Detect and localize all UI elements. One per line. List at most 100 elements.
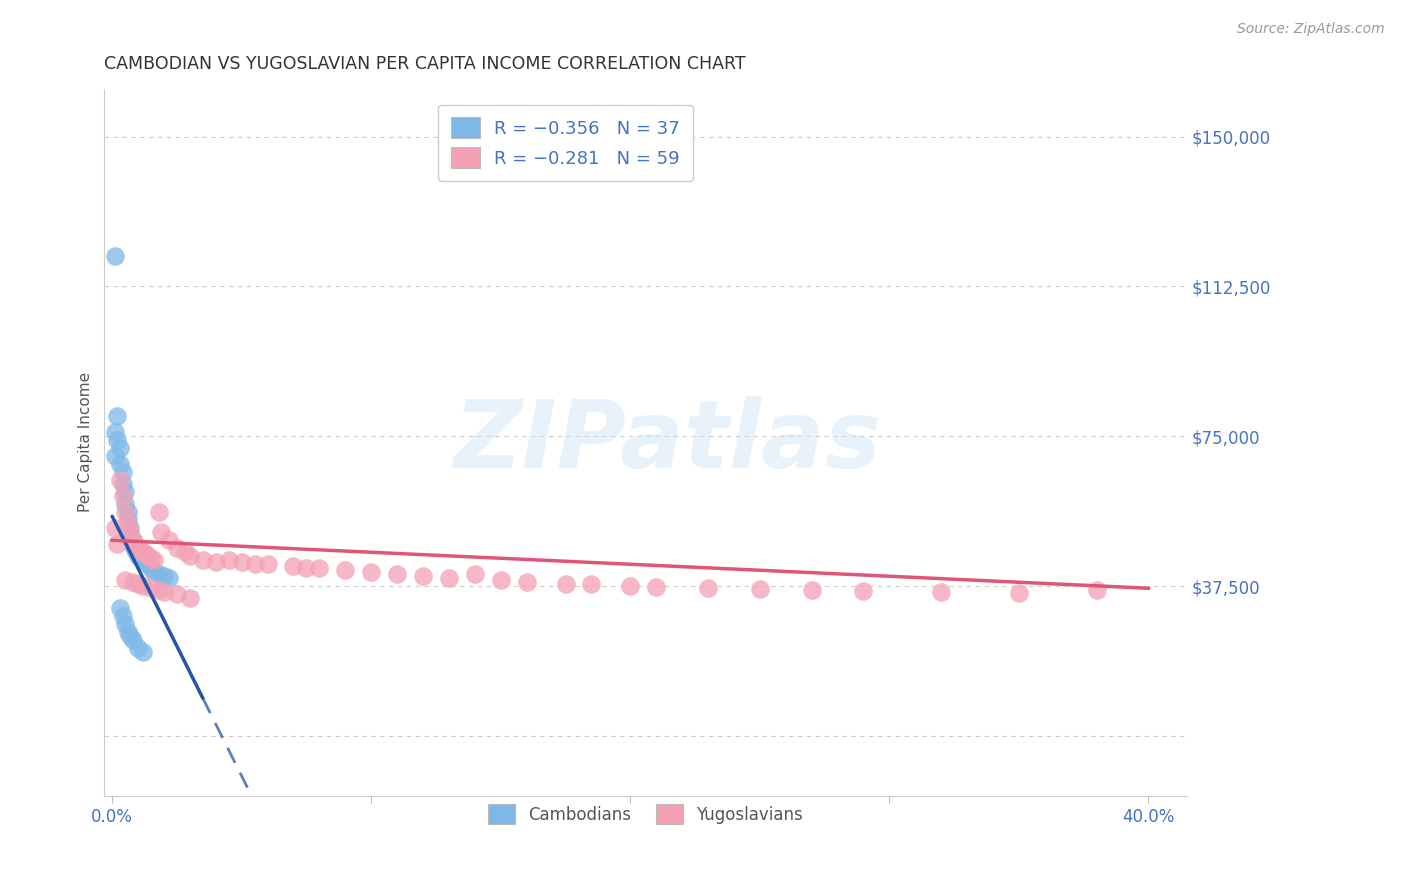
Point — [108, 473, 131, 487]
Point — [516, 575, 538, 590]
Point — [148, 505, 170, 519]
Point — [308, 561, 330, 575]
Point — [111, 489, 134, 503]
Point — [489, 573, 512, 587]
Point — [283, 559, 305, 574]
Point — [148, 567, 170, 582]
Point — [142, 553, 165, 567]
Y-axis label: Per Capita Income: Per Capita Income — [79, 372, 93, 512]
Point — [127, 641, 149, 656]
Point — [619, 579, 641, 593]
Point — [173, 545, 195, 559]
Point — [117, 517, 139, 532]
Point — [104, 250, 127, 264]
Point — [132, 645, 155, 659]
Point — [111, 477, 134, 491]
Text: CAMBODIAN VS YUGOSLAVIAN PER CAPITA INCOME CORRELATION CHART: CAMBODIAN VS YUGOSLAVIAN PER CAPITA INCO… — [104, 55, 747, 73]
Point — [645, 581, 668, 595]
Point — [150, 525, 173, 540]
Point — [191, 553, 214, 567]
Text: Source: ZipAtlas.com: Source: ZipAtlas.com — [1237, 22, 1385, 37]
Point — [108, 601, 131, 615]
Point — [114, 505, 136, 519]
Point — [697, 581, 720, 595]
Point — [157, 571, 180, 585]
Point — [120, 525, 142, 540]
Point — [129, 551, 152, 566]
Point — [111, 466, 134, 480]
Point — [122, 533, 145, 548]
Point — [114, 485, 136, 500]
Point — [800, 583, 823, 598]
Point — [124, 543, 146, 558]
Point — [1008, 586, 1031, 600]
Point — [554, 577, 576, 591]
Point — [104, 425, 127, 440]
Point — [231, 555, 253, 569]
Point — [105, 434, 128, 448]
Point — [108, 458, 131, 472]
Point — [581, 577, 603, 591]
Point — [464, 567, 486, 582]
Point — [153, 585, 176, 599]
Point — [122, 633, 145, 648]
Point — [135, 555, 157, 569]
Point — [139, 561, 162, 575]
Point — [139, 551, 162, 566]
Point — [114, 497, 136, 511]
Point — [852, 584, 875, 599]
Point — [127, 577, 149, 591]
Point — [148, 583, 170, 598]
Point — [122, 575, 145, 590]
Point — [122, 533, 145, 548]
Point — [385, 567, 408, 582]
Point — [127, 549, 149, 564]
Point — [157, 533, 180, 548]
Point — [166, 587, 188, 601]
Point — [104, 450, 127, 464]
Point — [138, 558, 160, 572]
Text: ZIPatlas: ZIPatlas — [453, 396, 882, 488]
Point — [218, 553, 240, 567]
Point — [104, 521, 127, 535]
Point — [179, 591, 201, 606]
Point — [120, 521, 142, 535]
Point — [166, 541, 188, 556]
Point — [204, 555, 226, 569]
Point — [105, 409, 128, 424]
Point — [105, 537, 128, 551]
Point — [142, 566, 165, 580]
Point — [138, 549, 160, 564]
Point — [127, 541, 149, 556]
Point — [360, 566, 382, 580]
Point — [132, 579, 155, 593]
Point — [129, 543, 152, 558]
Point — [437, 571, 460, 585]
Point — [124, 537, 146, 551]
Point — [135, 547, 157, 561]
Point — [1085, 583, 1108, 598]
Point — [114, 573, 136, 587]
Point — [243, 558, 266, 572]
Point — [117, 625, 139, 640]
Point — [412, 569, 434, 583]
Point — [117, 513, 139, 527]
Point — [111, 609, 134, 624]
Point — [120, 529, 142, 543]
Point — [748, 582, 770, 596]
Point — [256, 558, 278, 572]
Legend: Cambodians, Yugoslavians: Cambodians, Yugoslavians — [478, 795, 813, 834]
Point — [108, 442, 131, 456]
Point — [117, 505, 139, 519]
Point — [127, 545, 149, 559]
Point — [114, 617, 136, 632]
Point — [295, 561, 318, 575]
Point — [139, 581, 162, 595]
Point — [122, 539, 145, 553]
Point — [153, 569, 176, 583]
Point — [120, 629, 142, 643]
Point — [179, 549, 201, 564]
Point — [132, 545, 155, 559]
Point — [929, 585, 952, 599]
Point — [335, 563, 357, 577]
